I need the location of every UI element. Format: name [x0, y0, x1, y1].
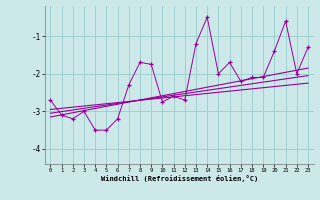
X-axis label: Windchill (Refroidissement éolien,°C): Windchill (Refroidissement éolien,°C) [100, 175, 258, 182]
